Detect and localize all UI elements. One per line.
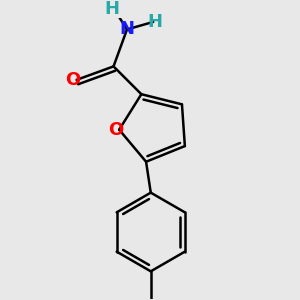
Text: N: N	[119, 20, 134, 38]
Text: H: H	[148, 13, 163, 31]
Text: H: H	[104, 0, 119, 18]
Text: O: O	[65, 71, 80, 89]
Text: O: O	[108, 121, 123, 139]
